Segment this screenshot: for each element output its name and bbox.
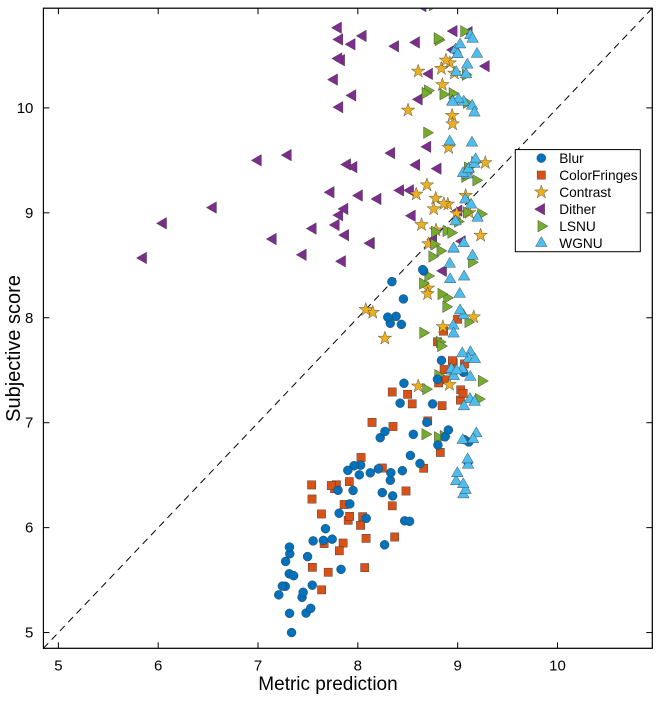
svg-text:6: 6 — [25, 520, 33, 537]
svg-text:Blur: Blur — [559, 151, 584, 166]
svg-text:LSNU: LSNU — [559, 219, 596, 234]
svg-text:5: 5 — [25, 625, 33, 642]
svg-text:10: 10 — [549, 657, 566, 674]
svg-text:Dither: Dither — [559, 202, 596, 217]
svg-text:5: 5 — [54, 657, 62, 674]
svg-text:6: 6 — [154, 657, 162, 674]
svg-text:9: 9 — [25, 205, 33, 222]
svg-text:8: 8 — [25, 310, 33, 327]
svg-text:9: 9 — [453, 657, 461, 674]
svg-text:7: 7 — [254, 657, 262, 674]
svg-text:WGNU: WGNU — [559, 236, 602, 251]
svg-text:7: 7 — [25, 415, 33, 432]
svg-text:Contrast: Contrast — [559, 185, 611, 200]
svg-text:8: 8 — [354, 657, 362, 674]
svg-text:ColorFringes: ColorFringes — [559, 168, 638, 183]
